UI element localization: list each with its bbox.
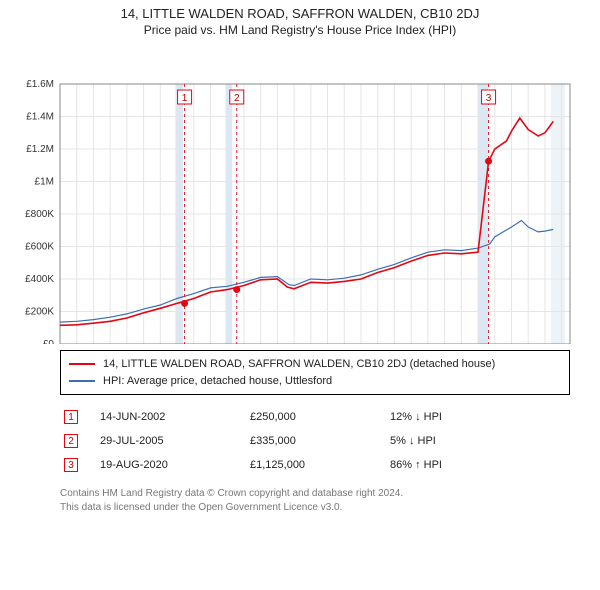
title-line-1: 14, LITTLE WALDEN ROAD, SAFFRON WALDEN, … bbox=[0, 6, 600, 21]
legend: 14, LITTLE WALDEN ROAD, SAFFRON WALDEN, … bbox=[60, 350, 570, 395]
legend-swatch-blue bbox=[69, 380, 95, 382]
sale-delta: 5% ↓ HPI bbox=[386, 429, 570, 453]
sale-date: 19-AUG-2020 bbox=[96, 453, 246, 477]
sale-marker-icon: 2 bbox=[64, 434, 78, 448]
sale-marker-icon: 3 bbox=[64, 458, 78, 472]
sale-price: £335,000 bbox=[246, 429, 386, 453]
svg-text:£400K: £400K bbox=[25, 274, 54, 285]
svg-text:£800K: £800K bbox=[25, 209, 54, 220]
sale-marker-icon: 1 bbox=[64, 410, 78, 424]
footer-attribution: Contains HM Land Registry data © Crown c… bbox=[60, 487, 570, 514]
sale-date: 14-JUN-2002 bbox=[96, 405, 246, 429]
svg-text:3: 3 bbox=[486, 93, 492, 104]
svg-text:£1.6M: £1.6M bbox=[26, 79, 54, 90]
sale-delta: 12% ↓ HPI bbox=[386, 405, 570, 429]
table-row: 1 14-JUN-2002£250,00012% ↓ HPI bbox=[60, 405, 570, 429]
legend-item: HPI: Average price, detached house, Uttl… bbox=[69, 373, 561, 390]
table-row: 2 29-JUL-2005£335,0005% ↓ HPI bbox=[60, 429, 570, 453]
sale-delta: 86% ↑ HPI bbox=[386, 453, 570, 477]
svg-text:£1M: £1M bbox=[35, 177, 54, 188]
svg-text:£1.4M: £1.4M bbox=[26, 112, 54, 123]
table-row: 3 19-AUG-2020£1,125,00086% ↑ HPI bbox=[60, 453, 570, 477]
svg-text:£600K: £600K bbox=[25, 242, 54, 253]
svg-text:£200K: £200K bbox=[25, 307, 54, 318]
sale-price: £1,125,000 bbox=[246, 453, 386, 477]
svg-text:£0: £0 bbox=[43, 339, 55, 344]
chart-titles: 14, LITTLE WALDEN ROAD, SAFFRON WALDEN, … bbox=[0, 0, 600, 39]
footer-line: This data is licensed under the Open Gov… bbox=[60, 501, 570, 515]
legend-item: 14, LITTLE WALDEN ROAD, SAFFRON WALDEN, … bbox=[69, 356, 561, 373]
sale-price: £250,000 bbox=[246, 405, 386, 429]
price-chart: £0 £200K £400K £600K £800K £1M £1.2M £1.4M £1.6M… bbox=[0, 39, 600, 344]
footer-line: Contains HM Land Registry data © Crown c… bbox=[60, 487, 570, 501]
sales-table: 1 14-JUN-2002£250,00012% ↓ HPI 2 29-JUL-200… bbox=[60, 405, 570, 477]
svg-text:1: 1 bbox=[182, 93, 188, 104]
title-line-2: Price paid vs. HM Land Registry's House … bbox=[0, 23, 600, 37]
svg-text:2: 2 bbox=[234, 93, 240, 104]
legend-label: HPI: Average price, detached house, Uttl… bbox=[103, 373, 332, 390]
sale-date: 29-JUL-2005 bbox=[96, 429, 246, 453]
legend-swatch-red bbox=[69, 363, 95, 365]
svg-text:£1.2M: £1.2M bbox=[26, 144, 54, 155]
legend-label: 14, LITTLE WALDEN ROAD, SAFFRON WALDEN, … bbox=[103, 356, 495, 373]
